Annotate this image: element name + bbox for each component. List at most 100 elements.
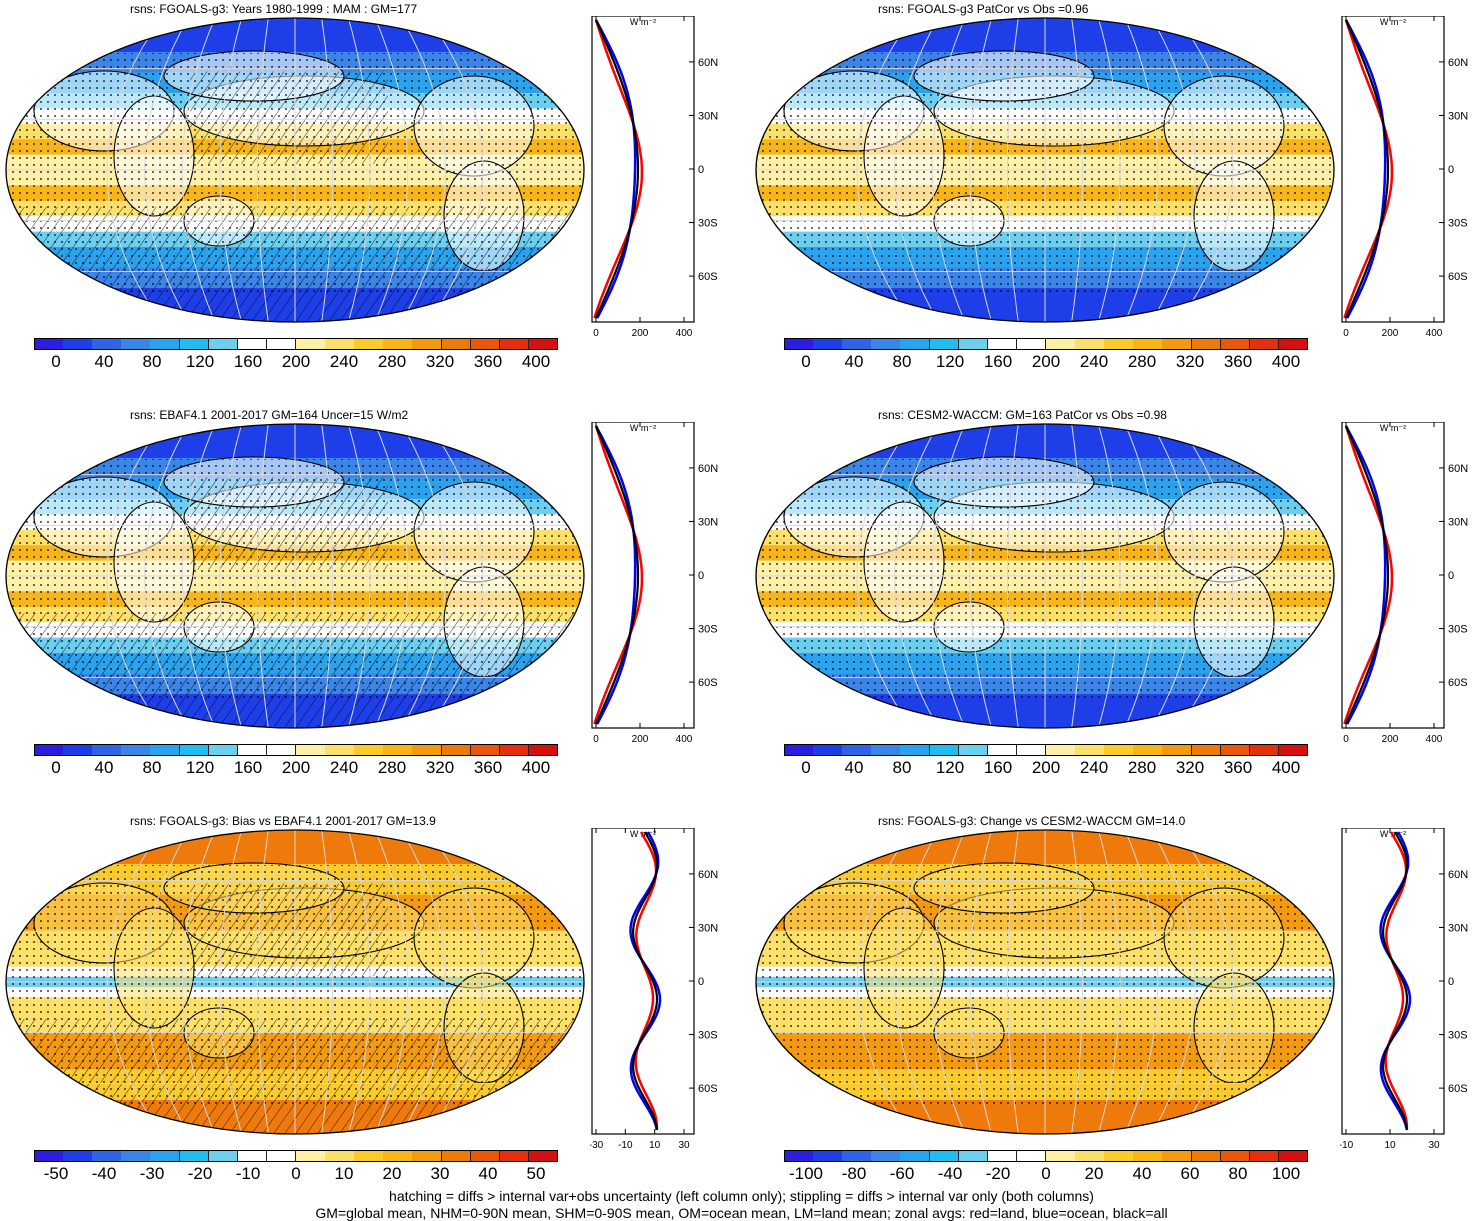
zonal-x-tick: 10	[1384, 1140, 1396, 1151]
colorbar-label: 360	[1223, 758, 1253, 777]
panel-title: rsns: EBAF4.1 2001-2017 GM=164 Uncer=15 …	[130, 408, 409, 422]
panel-title: rsns: FGOALS-g3: Years 1980-1999 : MAM :…	[130, 2, 418, 16]
global-map	[5, 17, 585, 323]
colorbar-label: -50	[43, 1164, 69, 1183]
colorbar-label: 400	[521, 352, 551, 371]
panel-6: rsns: FGOALS-g3: Change vs CESM2-WACCM G…	[750, 812, 1483, 1218]
zonal-lat-label: 0	[1448, 570, 1454, 582]
colorbar-label: 0	[51, 352, 61, 371]
zonal-lat-label: 30S	[698, 624, 718, 636]
zonal-lat-label: 60N	[698, 869, 718, 881]
zonal-lat-label: 0	[698, 976, 704, 988]
zonal-lat-label: 30N	[698, 516, 718, 528]
colorbar-label: 120	[935, 352, 965, 371]
colorbar-label: -40	[937, 1164, 963, 1183]
colorbar-label: 400	[1271, 352, 1301, 371]
colorbar-swatch	[1016, 744, 1047, 756]
colorbar-label: 320	[425, 352, 455, 371]
zonal-x-tick: 200	[632, 734, 649, 745]
zonal-land-curve	[593, 425, 644, 725]
colorbar-label: 160	[983, 352, 1013, 371]
colorbar-label: 80	[142, 758, 162, 777]
zonal-x-tick: 0	[593, 328, 599, 339]
colorbar: -100 -80 -60 -40 -20 0 20 40 60 80 100	[784, 1150, 1309, 1184]
colorbar-label: 200	[1031, 758, 1061, 777]
colorbar-label: 120	[185, 758, 215, 777]
panel-title: rsns: FGOALS-g3: Bias vs EBAF4.1 2001-20…	[130, 814, 436, 828]
colorbar-label: 200	[281, 758, 311, 777]
colorbar-label: 200	[1031, 352, 1061, 371]
colorbar-label: 120	[185, 352, 215, 371]
colorbar: 0 40 80 120 160 200 240 280 320 360 400	[784, 338, 1309, 372]
colorbar-label: 360	[1223, 352, 1253, 371]
colorbar-label: 320	[1175, 352, 1205, 371]
colorbar-label: 360	[473, 758, 503, 777]
zonal-x-tick: 400	[676, 328, 693, 339]
colorbar-label: 20	[382, 1164, 402, 1183]
colorbar-label: 80	[892, 758, 912, 777]
colorbar-label: 10	[334, 1164, 354, 1183]
zonal-x-tick: -30	[590, 1140, 604, 1151]
zonal-lat-label: 30N	[1448, 922, 1468, 934]
zonal-unit-label: W m⁻²	[630, 17, 656, 27]
zonal-x-tick: 30	[1428, 1140, 1440, 1151]
panel-3: rsns: EBAF4.1 2001-2017 GM=164 Uncer=15 …	[0, 406, 741, 812]
colorbar: 0 40 80 120 160 200 240 280 320 360 400	[34, 338, 559, 372]
panel-title: rsns: FGOALS-g3 PatCor vs Obs =0.96	[878, 2, 1089, 16]
colorbar-label: 320	[425, 758, 455, 777]
zonal-lat-label: 60S	[1448, 271, 1468, 283]
zonal-lat-label: 30S	[698, 218, 718, 230]
zonal-lat-label: 0	[698, 164, 704, 176]
colorbar-label: 280	[1127, 758, 1157, 777]
zonal-mean-plot: 0 200 400 W m⁻² 60N 30N 0 30S 60S	[591, 422, 718, 745]
colorbar-label: 400	[521, 758, 551, 777]
zonal-x-tick: -10	[1340, 1140, 1354, 1151]
zonal-all-curve	[1344, 19, 1390, 319]
colorbar-label: 160	[233, 758, 263, 777]
zonal-lat-label: 30N	[698, 922, 718, 934]
colorbar-label: 80	[1228, 1164, 1248, 1183]
zonal-lat-label: 30S	[1448, 1030, 1468, 1042]
zonal-all-curve	[1381, 831, 1409, 1131]
colorbar-label: 60	[1180, 1164, 1200, 1183]
zonal-all-curve	[1344, 425, 1390, 725]
zonal-x-tick: 400	[1426, 328, 1443, 339]
colorbar-label: 40	[94, 352, 114, 371]
colorbar-label: 40	[844, 758, 864, 777]
colorbar-label: 100	[1271, 1164, 1301, 1183]
global-map	[5, 829, 585, 1135]
zonal-ocean-curve	[594, 19, 637, 319]
zonal-ocean-curve	[1344, 425, 1387, 725]
zonal-x-tick: 0	[1343, 328, 1349, 339]
panel-title: rsns: CESM2-WACCM: GM=163 PatCor vs Obs …	[878, 408, 1167, 422]
colorbar-label: 200	[281, 352, 311, 371]
colorbar-label: -60	[889, 1164, 915, 1183]
colorbar-label: 40	[844, 352, 864, 371]
zonal-mean-plot: 0 200 400 W m⁻² 60N 30N 0 30S 60S	[1341, 16, 1468, 339]
zonal-lat-label: 60N	[698, 463, 718, 475]
zonal-lat-label: 30S	[698, 1030, 718, 1042]
colorbar-label: -20	[187, 1164, 213, 1183]
zonal-all-curve	[594, 425, 640, 725]
zonal-x-tick: 0	[1343, 734, 1349, 745]
zonal-lat-label: 60S	[1448, 677, 1468, 689]
colorbar-label: 160	[983, 758, 1013, 777]
zonal-land-curve	[1343, 425, 1394, 725]
global-map	[755, 423, 1335, 729]
zonal-lat-label: 60S	[1448, 1083, 1468, 1095]
zonal-x-tick: 400	[1426, 734, 1443, 745]
colorbar-swatch	[266, 338, 297, 350]
colorbar-label: 0	[51, 758, 61, 777]
colorbar-label: 20	[1084, 1164, 1104, 1183]
colorbar-label: 160	[233, 352, 263, 371]
global-map	[5, 423, 585, 729]
colorbar-label: -10	[235, 1164, 261, 1183]
colorbar-label: 80	[892, 352, 912, 371]
zonal-x-tick: 400	[676, 734, 693, 745]
colorbar-swatch	[266, 1150, 297, 1162]
panel-5: rsns: FGOALS-g3: Bias vs EBAF4.1 2001-20…	[0, 812, 741, 1218]
panel-4: rsns: CESM2-WACCM: GM=163 PatCor vs Obs …	[750, 406, 1483, 812]
colorbar-label: 240	[1079, 758, 1109, 777]
zonal-lat-label: 60N	[698, 57, 718, 69]
